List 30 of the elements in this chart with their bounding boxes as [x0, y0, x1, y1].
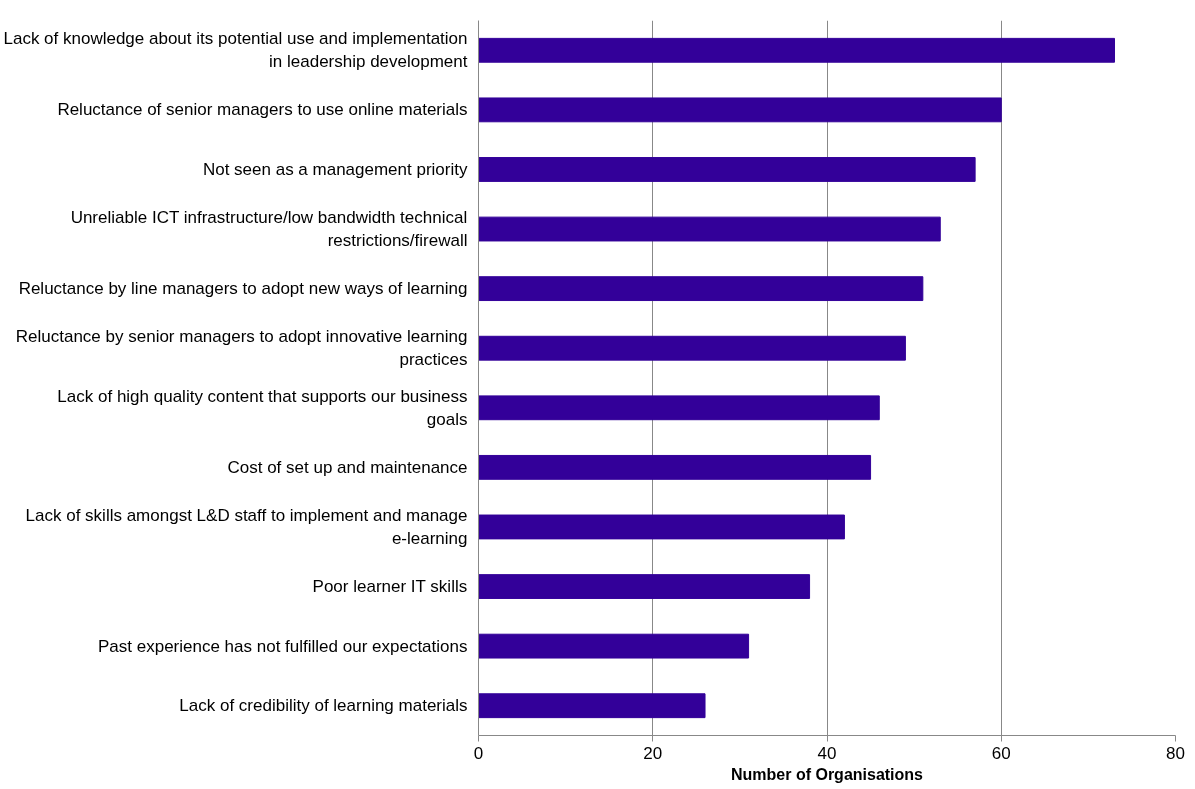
y-tick-label: Lack of knowledge about its potential use and implementation in leadership development	[3, 29, 468, 72]
y-tick-label: Lack of credibility of learning materials	[179, 696, 468, 716]
y-tick-label: Poor learner IT skills	[312, 577, 468, 597]
x-axis-title: Number of Organisations	[730, 765, 924, 783]
x-tick-label: 20	[643, 743, 663, 763]
bar	[478, 693, 706, 719]
bar	[478, 157, 976, 182]
x-tick-label: 60	[991, 743, 1011, 763]
y-tick-label: Lack of skills amongst L&D staff to implement and manage e-learning	[25, 506, 468, 548]
bar	[478, 574, 811, 599]
x-tick-label: 80	[1166, 743, 1185, 763]
y-tick-label: Cost of set up and maintenance	[227, 457, 468, 477]
y-tick-label: Unreliable ICT infrastructure/low bandwidth technical restrictions/firewall	[70, 208, 468, 250]
bar	[478, 514, 845, 540]
x-tick-label: 0	[473, 743, 484, 763]
y-tick-label: Reluctance by senior managers to adopt innovative learning practices	[15, 327, 468, 370]
bar	[478, 37, 1116, 63]
y-tick-label: Past experience has not fulfilled our expectations	[98, 636, 468, 656]
y-tick-label: Lack of high quality content that supports our business goals	[57, 386, 468, 429]
bar	[478, 216, 941, 242]
y-tick-label: Not seen as a management priority	[202, 159, 468, 179]
bar	[478, 633, 750, 659]
bar	[478, 335, 906, 361]
bar	[478, 97, 1002, 123]
y-tick-label: Reluctance of senior managers to use online materials	[57, 100, 468, 120]
bar	[478, 395, 880, 421]
bar	[478, 276, 924, 302]
bar	[478, 454, 872, 480]
y-tick-label: Reluctance by line managers to adopt new ways of learning	[18, 279, 468, 299]
x-tick-label: 40	[817, 743, 837, 763]
